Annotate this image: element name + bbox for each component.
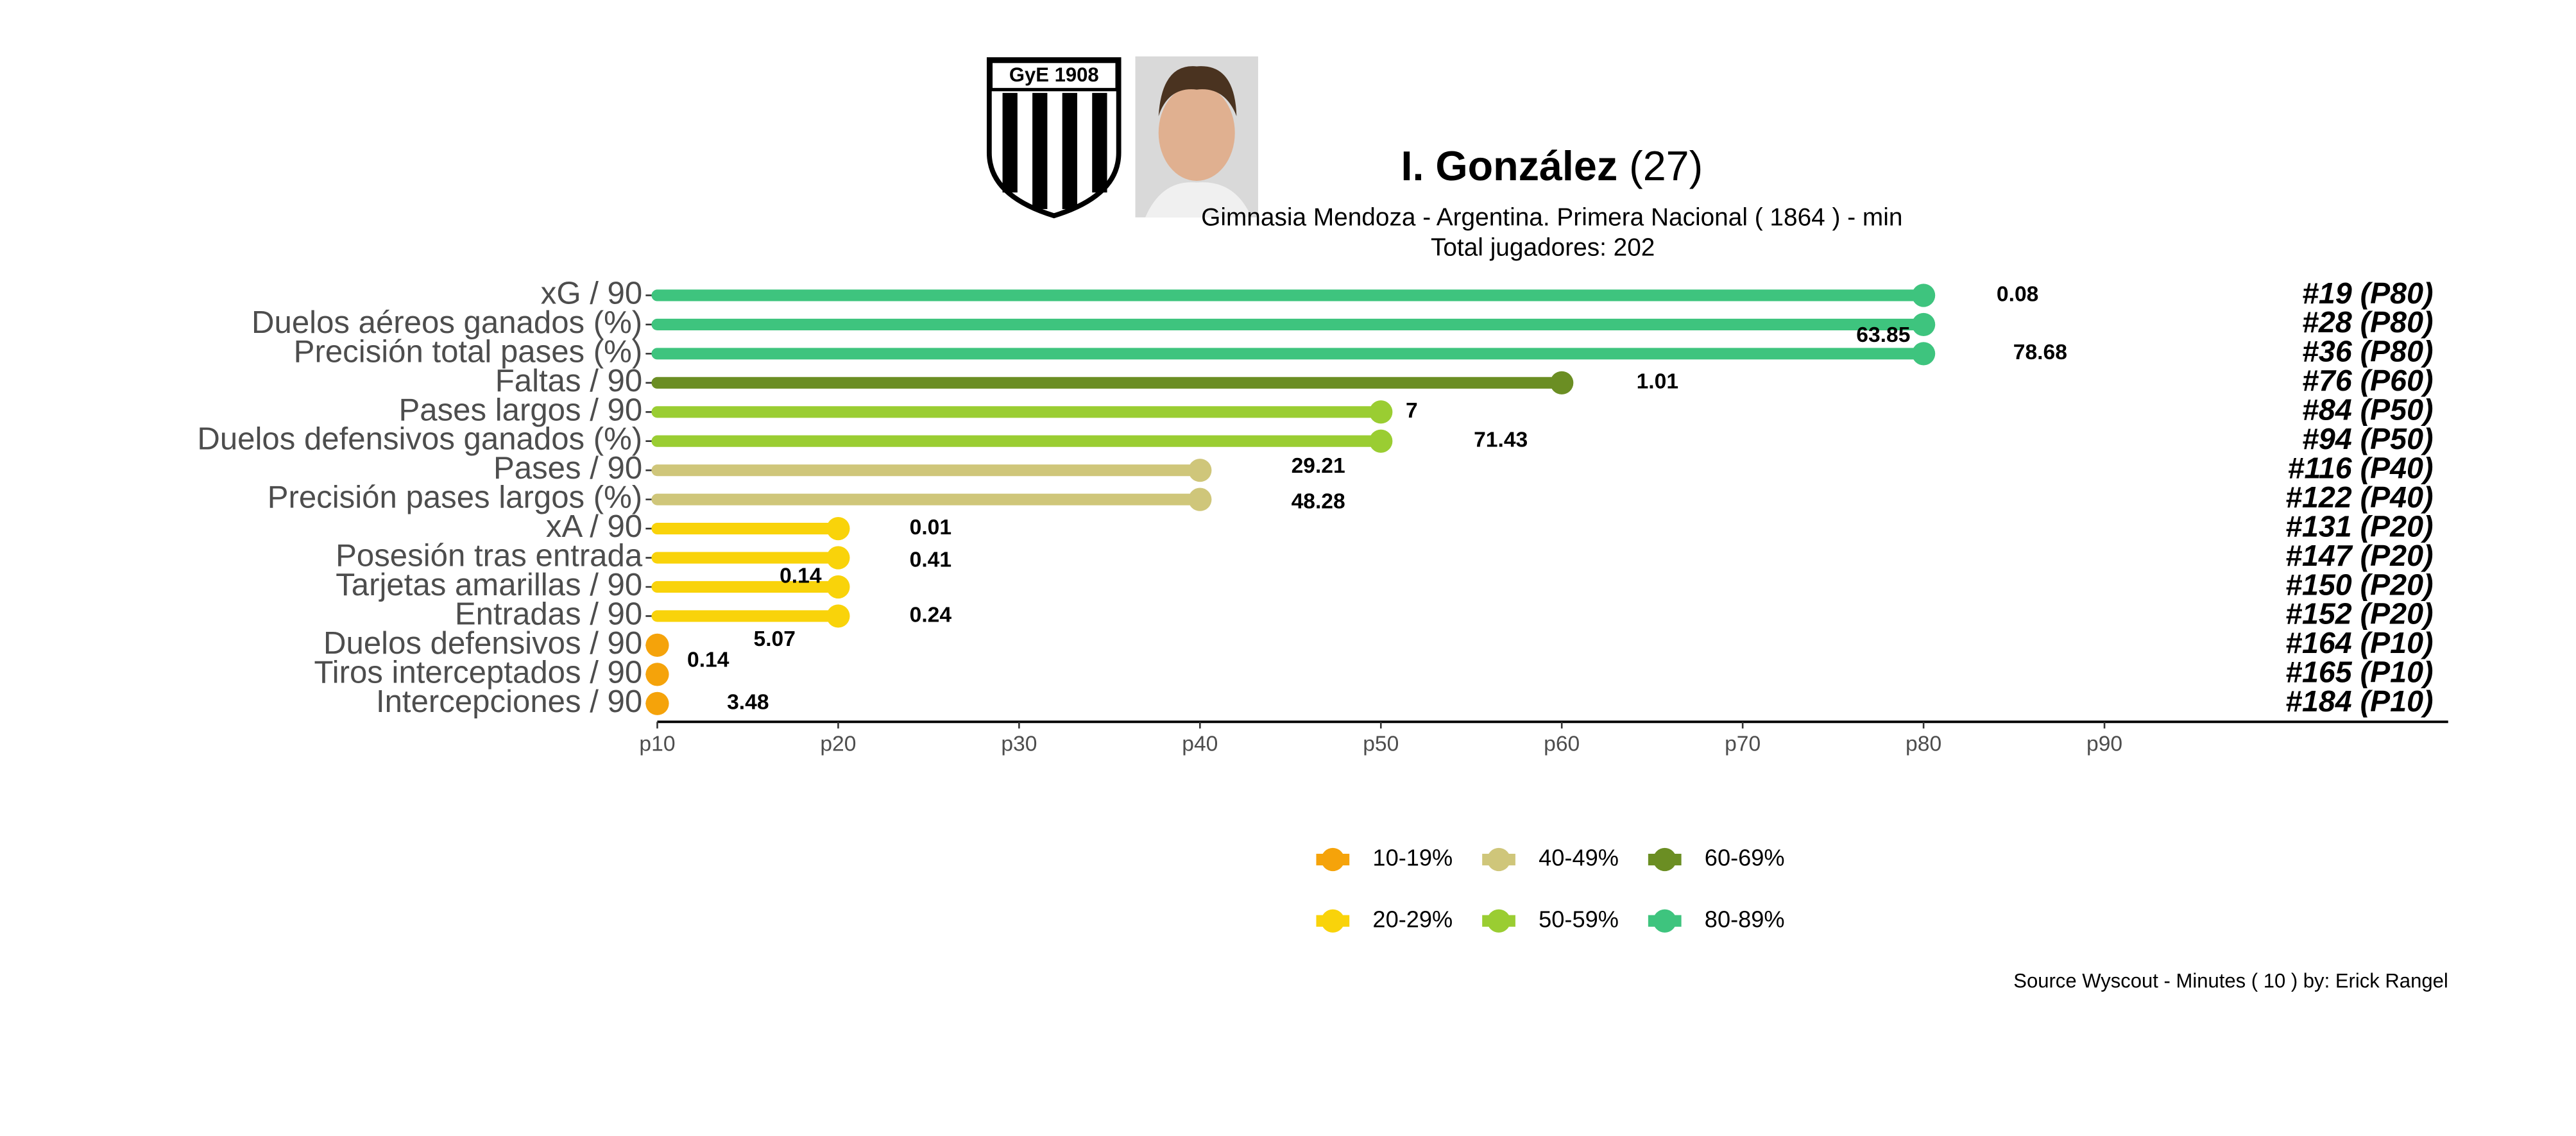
legend-label: 80-89% [1705, 906, 1785, 932]
category-label: Duelos aéreos ganados (%) [252, 305, 642, 340]
stat-label: 0.08 [1997, 282, 2038, 306]
category-label: Tarjetas amarillas / 90 [336, 568, 642, 602]
stat-label: 48.28 [1292, 490, 1345, 514]
stat-label: 0.14 [780, 564, 822, 588]
rank-label: #164 (P10) [2285, 626, 2433, 659]
lollipop-dot [826, 546, 850, 570]
rank-label: #122 (P40) [2285, 480, 2433, 514]
category-label: Pases / 90 [493, 451, 642, 486]
stat-label: 71.43 [1474, 428, 1528, 452]
rank-label: #84 (P50) [2302, 393, 2433, 427]
stat-label: 0.24 [910, 603, 952, 627]
lollipop-dot [1911, 342, 1936, 366]
legend-key-dot [1653, 847, 1676, 872]
stat-label: 0.01 [910, 516, 951, 539]
stat-label: 63.85 [1856, 323, 1910, 347]
rank-label: #147 (P20) [2285, 539, 2433, 572]
category-label: xG / 90 [541, 276, 642, 310]
x-tick-label: p10 [639, 732, 675, 756]
rank-label: #94 (P50) [2302, 422, 2433, 455]
lollipop-dot [645, 691, 669, 715]
x-tick-label: p60 [1544, 732, 1580, 756]
stat-label: 0.14 [687, 649, 729, 672]
legend-label: 40-49% [1539, 845, 1619, 871]
rank-label: #150 (P20) [2285, 568, 2433, 601]
legend-key-dot [1653, 909, 1676, 933]
stat-label: 1.01 [1637, 370, 1678, 394]
category-label: Faltas / 90 [495, 364, 642, 398]
stat-label: 5.07 [754, 627, 796, 651]
club-logo: GyE 1908 [986, 57, 1122, 219]
lollipop-dot [1188, 459, 1212, 482]
lollipop-dot [645, 633, 669, 657]
category-label: Duelos defensivos / 90 [323, 626, 642, 661]
lollipop-dot [1911, 284, 1936, 307]
legend-label: 10-19% [1372, 845, 1453, 871]
lollipop-dot [1550, 371, 1574, 394]
x-tick-label: p20 [820, 732, 856, 756]
rank-label: #131 (P20) [2285, 509, 2433, 543]
lollipop-dot [1188, 487, 1212, 511]
stat-label: 78.68 [2013, 341, 2067, 364]
stat-label: 7 [1406, 399, 1418, 423]
caption: Source Wyscout - Minutes ( 10 ) by: Eric… [2013, 970, 2448, 992]
lollipop-dot [826, 516, 850, 541]
x-tick-label: p90 [2086, 732, 2122, 756]
stat-label: 3.48 [727, 691, 769, 715]
category-label: Posesión tras entrada [336, 539, 643, 573]
rank-label: #116 (P40) [2288, 451, 2434, 484]
category-label: Precisión total pases (%) [294, 334, 643, 369]
legend-label: 60-69% [1705, 845, 1785, 871]
player-age: (27) [1629, 142, 1703, 189]
lollipop-dot [826, 604, 850, 628]
subtitle-total: Total jugadores: 202 [1431, 233, 1655, 261]
subtitle: Gimnasia Mendoza - Argentina. Primera Na… [1201, 204, 1902, 232]
x-tick-label: p70 [1725, 732, 1761, 756]
legend-key-dot [1487, 847, 1511, 872]
category-label: Entradas / 90 [455, 597, 642, 631]
rank-label: #165 (P10) [2285, 656, 2433, 689]
player-photo [1135, 56, 1258, 217]
chart-title: I. González (27) [1401, 142, 1703, 189]
lollipop-dot [645, 663, 669, 686]
stat-label: 0.41 [910, 548, 951, 572]
rank-label: #152 (P20) [2285, 597, 2433, 631]
rank-label: #28 (P80) [2302, 305, 2433, 339]
rank-label: #76 (P60) [2302, 364, 2433, 397]
x-tick-label: p30 [1001, 732, 1037, 756]
lollipop-dot [1369, 429, 1393, 453]
category-label: Tiros interceptados / 90 [314, 655, 643, 690]
category-label: Intercepciones / 90 [376, 684, 642, 719]
player-name: I. González [1401, 142, 1617, 189]
rank-label: #19 (P80) [2302, 276, 2433, 310]
category-label: Pases largos / 90 [398, 393, 642, 427]
svg-text:GyE 1908: GyE 1908 [1009, 64, 1099, 86]
category-label: xA / 90 [546, 509, 642, 544]
legend-label: 20-29% [1372, 906, 1453, 932]
x-tick-label: p50 [1363, 732, 1399, 756]
legend-key-dot [1321, 909, 1345, 933]
category-label: Precisión pases largos (%) [268, 480, 642, 515]
category-label: Duelos defensivos ganados (%) [197, 422, 642, 457]
legend-key-dot [1321, 847, 1345, 872]
legend-label: 50-59% [1539, 906, 1619, 932]
x-tick-label: p40 [1182, 732, 1218, 756]
rank-label: #184 (P10) [2285, 684, 2433, 718]
x-tick-label: p80 [1906, 732, 1941, 756]
rank-label: #36 (P80) [2302, 335, 2433, 368]
lollipop-dot [1369, 400, 1393, 424]
lollipop-dot [826, 575, 850, 599]
stat-label: 29.21 [1292, 454, 1345, 478]
legend-key-dot [1487, 909, 1511, 933]
lollipop-dot [1911, 312, 1936, 337]
